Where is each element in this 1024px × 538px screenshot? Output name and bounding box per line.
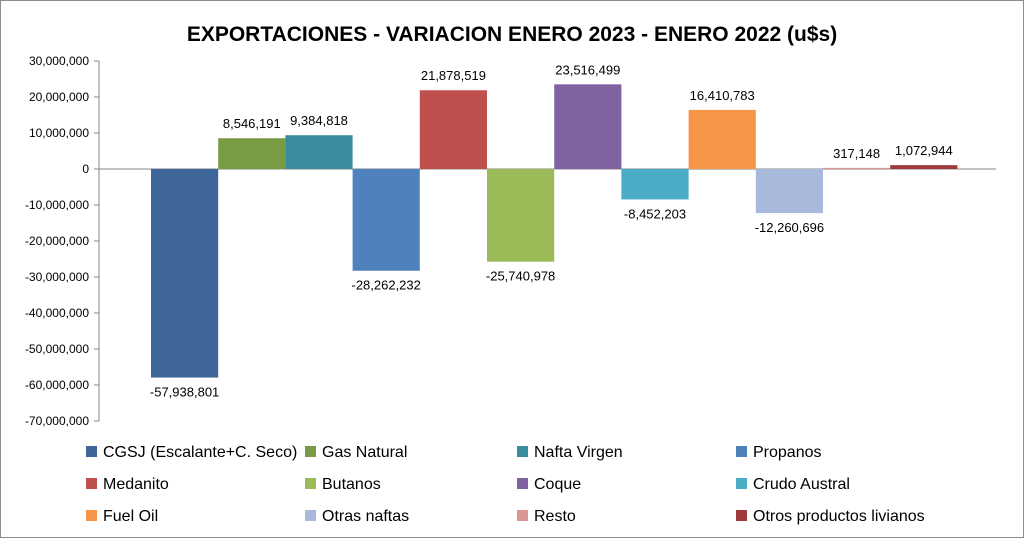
legend-label: Butanos [322, 476, 381, 493]
bar-otros-productos-livianos [890, 165, 958, 169]
bar-coque [554, 84, 622, 169]
data-label: -28,262,232 [351, 278, 420, 293]
legend-label: Coque [534, 476, 581, 493]
legend-label: Gas Natural [322, 444, 407, 461]
y-tick-label: 10,000,000 [29, 126, 89, 140]
legend-swatch [736, 446, 747, 457]
legend-swatch [86, 510, 97, 521]
legend-label: Medanito [103, 476, 169, 493]
data-label: 1,072,944 [895, 143, 953, 158]
bar-nafta-virgen [285, 135, 353, 169]
legend-item: Fuel Oil [86, 508, 158, 525]
y-tick-label: -70,000,000 [25, 414, 89, 428]
legend-item: CGSJ (Escalante+C. Seco) [86, 444, 297, 461]
legend-label: Fuel Oil [103, 508, 158, 525]
legend-item: Otros productos livianos [736, 508, 925, 525]
legend-item: Butanos [305, 476, 381, 493]
legend-item: Resto [517, 508, 576, 525]
data-label: 9,384,818 [290, 113, 348, 128]
bar-propanos [352, 169, 420, 271]
bar-otras-naftas [755, 169, 823, 214]
legend-item: Nafta Virgen [517, 444, 623, 461]
legend-swatch [517, 478, 528, 489]
legend-swatch [305, 478, 316, 489]
bar-crudo-austral [621, 169, 689, 200]
legend-label: Propanos [753, 444, 822, 461]
legend-swatch [305, 446, 316, 457]
legend-item: Gas Natural [305, 444, 407, 461]
legend-item: Propanos [736, 444, 822, 461]
data-label: 8,546,191 [223, 116, 281, 131]
legend-item: Crudo Austral [736, 476, 850, 493]
chart-title: EXPORTACIONES - VARIACION ENERO 2023 - E… [187, 23, 837, 46]
bar-medanito [419, 90, 487, 169]
legend-label: Otras naftas [322, 508, 409, 525]
legend-swatch [736, 478, 747, 489]
y-tick-label: -30,000,000 [25, 270, 89, 284]
y-tick-label: 20,000,000 [29, 90, 89, 104]
legend-label: CGSJ (Escalante+C. Seco) [103, 444, 297, 461]
data-label: -8,452,203 [624, 206, 686, 221]
bar-cgsj-escalante-c-seco [151, 169, 219, 378]
legend-item: Otras naftas [305, 508, 409, 525]
legend-swatch [305, 510, 316, 521]
bar-fuel-oil [688, 109, 756, 169]
data-label: -12,260,696 [755, 220, 824, 235]
y-tick-label: -20,000,000 [25, 234, 89, 248]
bar-butanos [487, 169, 555, 262]
legend-swatch [86, 446, 97, 457]
legend-label: Crudo Austral [753, 476, 850, 493]
legend-swatch [86, 478, 97, 489]
data-label: -57,938,801 [150, 385, 219, 400]
legend-swatch [517, 446, 528, 457]
legend-swatch [517, 510, 528, 521]
data-label: 317,148 [833, 146, 880, 161]
y-tick-label: -40,000,000 [25, 306, 89, 320]
data-label: -25,740,978 [486, 269, 555, 284]
y-tick-label: 30,000,000 [29, 54, 89, 68]
bar-resto [823, 167, 891, 169]
legend-item: Coque [517, 476, 581, 493]
y-tick-label: -60,000,000 [25, 378, 89, 392]
y-tick-label: -50,000,000 [25, 342, 89, 356]
y-tick-label: -10,000,000 [25, 198, 89, 212]
y-tick-label: 0 [82, 162, 89, 176]
data-label: 23,516,499 [555, 62, 620, 77]
legend-swatch [736, 510, 747, 521]
legend-label: Otros productos livianos [753, 508, 925, 525]
bar-gas-natural [218, 138, 286, 169]
data-label: 16,410,783 [690, 88, 755, 103]
legend-item: Medanito [86, 476, 169, 493]
data-label: 21,878,519 [421, 68, 486, 83]
legend-label: Resto [534, 508, 576, 525]
legend-label: Nafta Virgen [534, 444, 623, 461]
